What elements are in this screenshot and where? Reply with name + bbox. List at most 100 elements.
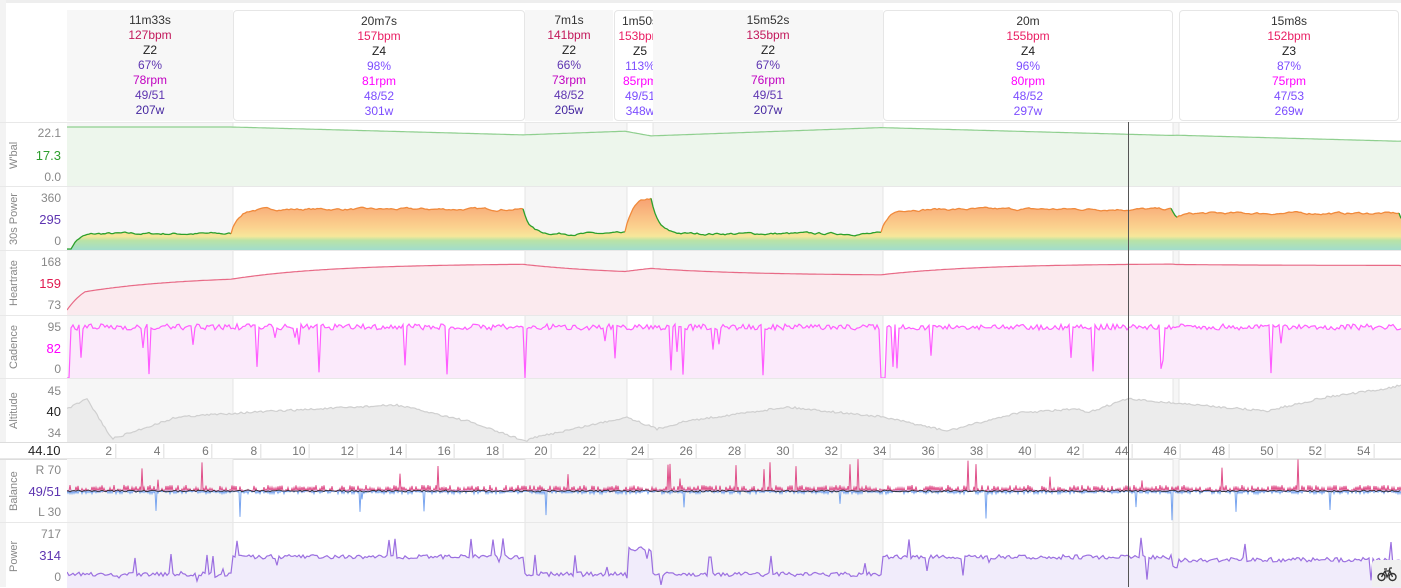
heartrate-min: 73 (47, 298, 61, 312)
x-tick: 46 (1163, 444, 1181, 458)
x-tick: 36 (921, 444, 939, 458)
power-label: Power (8, 540, 20, 572)
interval-power: 348w (625, 104, 655, 118)
wbal-label: W'bal (8, 141, 20, 169)
interval-power: 205w (554, 103, 584, 117)
wbal-chart[interactable] (67, 123, 1401, 187)
interval-pct: 96% (1015, 59, 1041, 73)
interval-hr: 153bpm (618, 29, 662, 43)
interval-zone: Z2 (760, 43, 775, 57)
interval-balance: 49/51 (752, 88, 784, 102)
cadence-max: 95 (47, 320, 61, 334)
x-tick: 32 (825, 444, 842, 458)
interval-hr: 127bpm (128, 28, 172, 42)
x-tick: 20 (534, 444, 552, 458)
power30-area (67, 198, 1401, 251)
interval-zone: Z2 (142, 43, 157, 57)
x-tick: 14 (389, 444, 407, 458)
x-tick: 16 (437, 444, 455, 458)
power30-line (624, 197, 652, 232)
interval-cadence: 73rpm (551, 73, 586, 87)
interval-pct: 67% (137, 58, 163, 72)
interval-header[interactable]: 11m33s 127bpm Z2 67% 78rpm 49/51 207w (67, 10, 233, 121)
interval-header[interactable]: 20m 155bpm Z4 96% 80rpm 48/52 297w (883, 10, 1173, 121)
interval-hr: 152bpm (1267, 29, 1311, 43)
interval-header[interactable]: 7m1s 141bpm Z2 66% 73rpm 48/52 205w (525, 10, 613, 121)
cadence-line (67, 322, 1401, 379)
x-tick: 30 (776, 444, 794, 458)
altitude-panel: Altitude 45 40 34 (0, 378, 1401, 443)
interval-header[interactable]: 15m8s 152bpm Z3 87% 75rpm 47/53 269w (1179, 10, 1399, 121)
power30-line (67, 231, 232, 250)
interval-cadence: 78rpm (132, 73, 167, 87)
power-panel: Power 717 314 0 (0, 522, 1401, 588)
altitude-chart[interactable] (67, 379, 1401, 443)
wbal-line (67, 126, 1401, 142)
power-min: 0 (54, 570, 61, 584)
x-tick: 8 (251, 444, 262, 458)
balance-max: R 70 (35, 463, 61, 477)
interval-duration: 20m (1016, 14, 1040, 28)
hover-cursor-line (1128, 122, 1129, 587)
wbal-max: 22.1 (37, 126, 61, 140)
power-chart[interactable] (67, 523, 1401, 588)
cadence-min: 0 (54, 362, 61, 376)
power30-line (1170, 207, 1178, 218)
interval-pct: 98% (366, 59, 392, 73)
power30-chart[interactable] (67, 187, 1401, 251)
interval-duration: 15m8s (1270, 14, 1308, 28)
power30-line (1176, 210, 1400, 218)
interval-zone: Z3 (1281, 44, 1296, 58)
interval-balance: 47/53 (1273, 89, 1305, 103)
x-tick: 48 (1212, 444, 1230, 458)
left-border (0, 0, 6, 587)
altitude-label: Altitude (8, 392, 20, 430)
x-tick: 28 (728, 444, 746, 458)
x-tick: 50 (1260, 444, 1278, 458)
x-tick: 12 (341, 444, 358, 458)
altitude-area (67, 385, 1401, 443)
interval-cadence: 85rpm (622, 74, 657, 88)
interval-duration: 15m52s (746, 13, 790, 27)
bicycle-icon[interactable] (1372, 560, 1401, 587)
altitude-min: 34 (47, 426, 61, 440)
heartrate-chart[interactable] (67, 251, 1401, 316)
x-tick: 44 (1115, 444, 1133, 458)
interval-pct: 67% (755, 58, 781, 72)
interval-balance: 48/52 (363, 89, 395, 103)
x-tick: 6 (202, 444, 213, 458)
power30-line (880, 206, 1172, 233)
power-current: 314 (39, 548, 61, 563)
power30-current: 295 (39, 212, 61, 227)
heartrate-panel: Heartrate 168 159 73 (0, 250, 1401, 316)
interval-power: 297w (1013, 104, 1043, 118)
interval-zone: Z2 (561, 43, 576, 57)
x-tick: 26 (679, 444, 697, 458)
interval-balance: 49/51 (134, 88, 166, 102)
cadence-label: Cadence (8, 324, 20, 370)
power30-line (650, 198, 882, 237)
balance-mid-line (67, 489, 1401, 493)
wbal-min: 0.0 (44, 170, 61, 184)
balance-chart[interactable] (67, 459, 1401, 523)
interval-header[interactable]: 20m7s 157bpm Z4 98% 81rpm 48/52 301w (233, 10, 525, 121)
interval-duration: 7m1s (554, 13, 584, 27)
balance-current: 49/51 (28, 484, 61, 499)
wbal-area (67, 127, 1401, 187)
heartrate-line (67, 263, 1401, 311)
interval-zone: Z4 (1020, 44, 1035, 58)
interval-hr: 155bpm (1006, 29, 1050, 43)
x-tick: 40 (1018, 444, 1036, 458)
interval-hr: 135bpm (746, 28, 790, 42)
interval-pct: 113% (625, 59, 655, 73)
interval-duration: 11m33s (129, 13, 171, 27)
interval-power: 207w (135, 103, 165, 117)
interval-cadence: 81rpm (361, 74, 396, 88)
wbal-current: 17.3 (35, 148, 61, 163)
power-max: 717 (40, 527, 61, 541)
x-tick: 4 (154, 444, 165, 458)
cadence-chart[interactable] (67, 316, 1401, 379)
interval-header[interactable]: 15m52s 135bpm Z2 67% 76rpm 49/51 207w (653, 10, 883, 121)
interval-zone: Z5 (632, 44, 647, 58)
power-line (67, 537, 1401, 586)
